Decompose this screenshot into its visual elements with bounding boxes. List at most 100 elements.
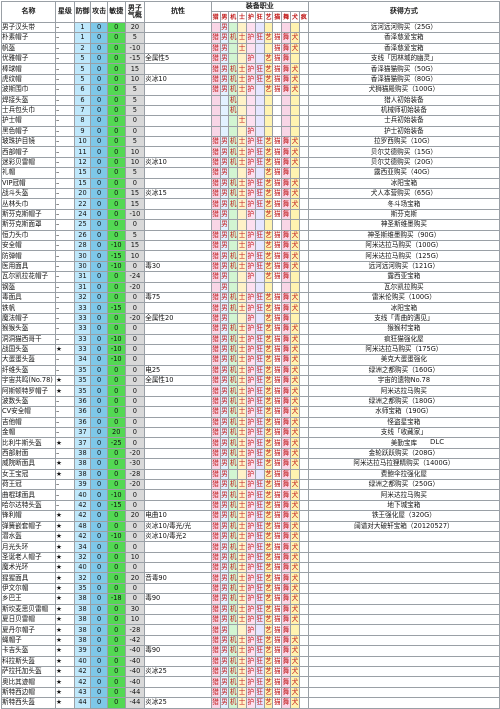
item-how: 士兵初始装备	[307, 115, 500, 127]
job-cell: 猫	[272, 655, 283, 668]
job-cell	[228, 21, 239, 34]
item-name: 西部射面	[1, 447, 56, 460]
job-cell: 机	[228, 73, 239, 86]
job-cell: 猫	[272, 385, 283, 397]
job-cell: 机	[228, 104, 239, 117]
job-cell: 护	[245, 52, 256, 65]
job-cell	[298, 271, 309, 283]
job-header-1: 男	[219, 11, 230, 23]
job-cell	[290, 104, 300, 117]
table-row: 洞洞猫西哥干 –33 0 -10 0 猎男机士护狂艺猫舞犬疯狂猫强化屋	[1, 333, 500, 345]
job-cell: 狂	[254, 686, 265, 699]
job-cell: 狂	[254, 323, 265, 335]
item-male: 5	[124, 94, 146, 106]
job-cell: 艺	[263, 63, 274, 75]
job-cell: 猫	[272, 42, 283, 54]
item-agi: -10	[106, 354, 126, 366]
job-cell	[298, 478, 309, 491]
item-res	[144, 676, 212, 688]
item-male: -40	[124, 655, 146, 668]
job-cell: 护	[245, 499, 256, 512]
item-name: 伊文尔帽	[1, 582, 56, 595]
job-cell: 猎	[210, 52, 221, 65]
job-cell: 犬	[290, 655, 300, 668]
item-def: 32	[73, 551, 92, 564]
job-cell: 猫	[272, 530, 283, 543]
job-cell: 犬	[290, 323, 300, 335]
job-cell: 狂	[254, 645, 265, 657]
job-cell: 舞	[281, 510, 291, 522]
table-row: 黑色帽子 –9 0 0 0 护护士初始装备	[1, 125, 500, 138]
item-agi: 0	[106, 219, 126, 231]
job-cell: 猫	[272, 73, 283, 86]
job-cell: 机	[228, 582, 239, 595]
job-cell: 士	[237, 676, 247, 688]
item-res: 毒90	[144, 645, 212, 657]
item-how: 犬人本营购买（65G）	[307, 188, 500, 200]
item-how	[307, 686, 500, 699]
job-cell: 猫	[272, 343, 283, 356]
item-star: ★	[54, 676, 75, 688]
item-def: 5	[73, 73, 92, 86]
table-row: 钢盔 –31 0 0 -20 男瓦尔凯拉购买	[1, 281, 500, 293]
job-header-7: 猫	[272, 11, 283, 23]
job-cell: 犬	[290, 32, 300, 44]
table-row: 防弹帽 –30 0 -15 10 猎男机士护狂艺猫舞犬阿米达拉马购买（125G）	[1, 250, 500, 262]
job-cell: 舞	[281, 343, 291, 356]
item-how: 露西亚宝箱	[307, 271, 500, 283]
item-male: -44	[124, 697, 146, 709]
job-cell: 猎	[210, 291, 221, 304]
job-cell: 猫	[272, 406, 283, 418]
job-cell: 护	[245, 177, 256, 190]
item-def: 30	[73, 260, 92, 273]
job-cell: 狂	[254, 499, 265, 512]
job-cell	[298, 406, 309, 418]
job-cell: 猫	[272, 375, 283, 387]
job-cell: 舞	[281, 634, 291, 647]
job-cell: 男	[219, 281, 230, 293]
job-cell: 犬	[290, 291, 300, 304]
job-cell: 机	[228, 302, 239, 314]
job-cell: 猎	[210, 447, 221, 460]
job-cell: 士	[237, 551, 247, 564]
job-cell	[272, 94, 283, 106]
job-cell: 犬	[290, 395, 300, 408]
job-cell: 男	[219, 593, 230, 605]
job-cell: 舞	[281, 177, 291, 190]
item-agi: 0	[106, 395, 126, 408]
job-cell	[298, 21, 309, 34]
item-name: 虎纹帽	[1, 73, 56, 86]
header-row: 名称 星级 防御 攻击 敏捷 男子气概 抗性 装备职业 获得方式	[1, 0, 500, 23]
item-res	[144, 614, 212, 626]
job-cell	[272, 104, 283, 117]
job-cell: 士	[237, 655, 247, 668]
job-cell: 舞	[281, 593, 291, 605]
item-male: 0	[124, 364, 146, 377]
item-name: 护士帽	[1, 115, 56, 127]
job-cell: 犬	[290, 73, 300, 86]
job-cell: 艺	[263, 406, 274, 418]
job-cell: 士	[237, 645, 247, 657]
job-cell: 男	[219, 312, 230, 325]
job-cell: 猫	[272, 323, 283, 335]
job-header-9: 犬	[290, 11, 300, 23]
item-res	[144, 655, 212, 668]
item-res	[144, 63, 212, 75]
item-agi: 0	[106, 229, 126, 242]
job-cell: 犬	[290, 198, 300, 210]
job-cell	[210, 94, 221, 106]
job-cell: 艺	[263, 416, 274, 429]
job-cell: 艺	[263, 499, 274, 512]
table-row: 斯特西边帽 ★ 43 0 0 -44 猎男机士护狂艺猫舞犬	[1, 686, 500, 699]
job-cell: 男	[219, 146, 230, 158]
table-row: 蝇帽子 ★ 38 0 0 -42 猎男机士护狂艺猫舞犬	[1, 634, 500, 647]
job-cell: 艺	[263, 239, 274, 252]
job-cell: 机	[228, 364, 239, 377]
job-cell: 护	[245, 32, 256, 44]
job-cell: 护	[245, 333, 256, 345]
job-cell: 猎	[210, 42, 221, 54]
job-cell: 犬	[290, 530, 300, 543]
job-cell: 男	[219, 395, 230, 408]
item-res: 炎冰25	[144, 697, 212, 709]
item-atk: 0	[90, 395, 108, 408]
